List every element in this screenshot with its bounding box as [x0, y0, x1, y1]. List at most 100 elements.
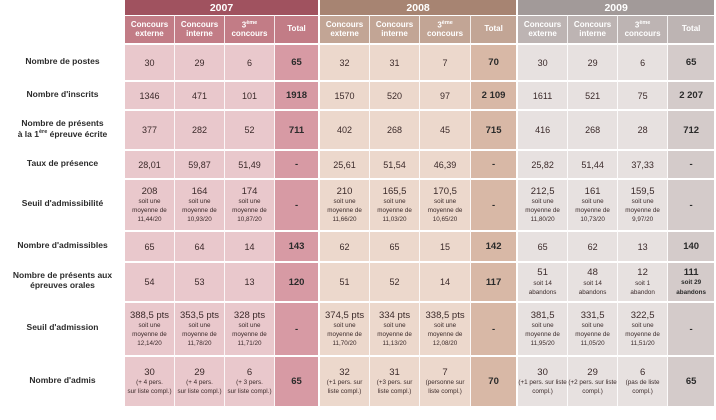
data-cell: 28: [618, 109, 669, 149]
total-cell: 142: [471, 230, 519, 261]
data-cell: 1570: [320, 80, 371, 109]
data-cell: 282: [175, 109, 225, 149]
total-cell: -: [668, 178, 716, 230]
data-cell: 62: [320, 230, 371, 261]
col-concours-externe-2007: Concours externe: [125, 15, 175, 43]
data-cell: 52: [370, 261, 421, 301]
data-cell: 165,5 soit une moyenne de 11,03/20: [370, 178, 421, 230]
total-cell: -: [668, 149, 716, 178]
data-cell: 1611: [518, 80, 569, 109]
col-total-2008: Total: [471, 15, 519, 43]
total-cell: -: [668, 301, 716, 355]
total-cell: 711: [275, 109, 321, 149]
data-cell: 29: [175, 43, 225, 80]
total-cell: 70: [471, 43, 519, 80]
data-cell: 30 (+1 pers. sur liste compl.): [518, 355, 569, 406]
data-cell: 53: [175, 261, 225, 301]
corner-cell: [0, 0, 125, 43]
data-cell: 31 (+3 pers. sur liste compl.): [370, 355, 421, 406]
col-troisieme-concours-2007: 3ème concours: [225, 15, 275, 43]
data-cell: 32 (+1 pers. sur liste compl.): [320, 355, 371, 406]
data-cell: 59,87: [175, 149, 225, 178]
data-cell: 51,44: [568, 149, 619, 178]
data-cell: 328 pts soit une moyenne de 11,71/20: [225, 301, 275, 355]
table-row: Nombre d'inscrits 1346 471 101 1918 1570 520 97…: [0, 80, 716, 109]
col-total-2009: Total: [668, 15, 716, 43]
total-cell: 1918: [275, 80, 321, 109]
total-cell: 111 soit 29 abandons: [668, 261, 716, 301]
table-row: Nombre de présents à la 1ère épreuve écri…: [0, 109, 716, 149]
data-cell: 45: [420, 109, 472, 149]
data-cell: 268: [568, 109, 619, 149]
data-cell: 51: [320, 261, 371, 301]
col-concours-externe-2009: Concours externe: [518, 15, 569, 43]
row-label: Taux de présence: [0, 149, 125, 178]
total-cell: 712: [668, 109, 716, 149]
data-cell: 161 soit une moyenne de 10,73/20: [568, 178, 619, 230]
data-cell: 210 soit une moyenne de 11,66/20: [320, 178, 371, 230]
total-cell: 715: [471, 109, 519, 149]
data-cell: 208 soit une moyenne de 11,44/20: [125, 178, 175, 230]
col-total-2007: Total: [275, 15, 321, 43]
data-cell: 14: [420, 261, 472, 301]
data-cell: 65: [518, 230, 569, 261]
data-cell: 51 soit 14 abandons: [518, 261, 569, 301]
data-cell: 51,49: [225, 149, 275, 178]
table-row: Seuil d'admissibilité 208 soit une moyenne …: [0, 178, 716, 230]
row-label: Nombre de présents à la 1ère épreuve écri…: [0, 109, 125, 149]
total-cell: -: [275, 301, 321, 355]
data-cell: 6: [225, 43, 275, 80]
total-cell: 65: [275, 355, 321, 406]
total-cell: 2 109: [471, 80, 519, 109]
data-cell: 164 soit une moyenne de 10,93/20: [175, 178, 225, 230]
data-cell: 30: [125, 43, 175, 80]
total-cell: -: [471, 301, 519, 355]
exam-statistics-table: 2007 2008 2009 Concours externe Concours …: [0, 0, 716, 406]
data-cell: 65: [125, 230, 175, 261]
data-cell: 521: [568, 80, 619, 109]
total-cell: -: [471, 178, 519, 230]
data-cell: 12 soit 1 abandon: [618, 261, 669, 301]
row-label: Nombre de présents aux épreuves orales: [0, 261, 125, 301]
year-header-2007: 2007: [125, 0, 321, 15]
data-cell: 471: [175, 80, 225, 109]
data-cell: 46,39: [420, 149, 472, 178]
data-cell: 520: [370, 80, 421, 109]
data-cell: 30: [518, 43, 569, 80]
data-cell: 29: [568, 43, 619, 80]
data-cell: 174 soit une moyenne de 10,87/20: [225, 178, 275, 230]
data-cell: 54: [125, 261, 175, 301]
data-cell: 159,5 soit une moyenne de 9,97/20: [618, 178, 669, 230]
data-cell: 1346: [125, 80, 175, 109]
data-cell: 388,5 pts soit une moyenne de 12,14/20: [125, 301, 175, 355]
data-cell: 7 (personne sur liste compl.): [420, 355, 472, 406]
data-cell: 381,5 soit une moyenne de 11,95/20: [518, 301, 569, 355]
col-troisieme-concours-2008: 3ème concours: [420, 15, 472, 43]
total-cell: 65: [668, 355, 716, 406]
data-cell: 13: [225, 261, 275, 301]
total-cell: 65: [275, 43, 321, 80]
data-cell: 7: [420, 43, 472, 80]
data-cell: 338,5 pts soit une moyenne de 12,08/20: [420, 301, 472, 355]
data-cell: 29 (+2 pers. sur liste compl.): [568, 355, 619, 406]
data-cell: 14: [225, 230, 275, 261]
row-label: Nombre d'admissibles: [0, 230, 125, 261]
data-cell: 377: [125, 109, 175, 149]
row-label: Nombre d'inscrits: [0, 80, 125, 109]
col-concours-interne-2009: Concours interne: [568, 15, 619, 43]
total-cell: 143: [275, 230, 321, 261]
table-row: Taux de présence 28,01 59,87 51,49-25,61 51,…: [0, 149, 716, 178]
total-cell: 65: [668, 43, 716, 80]
data-cell: 212,5 soit une moyenne de 11,80/20: [518, 178, 569, 230]
data-cell: 28,01: [125, 149, 175, 178]
year-header-2008: 2008: [320, 0, 519, 15]
data-cell: 52: [225, 109, 275, 149]
row-label: Nombre d'admis: [0, 355, 125, 406]
row-label: Seuil d'admission: [0, 301, 125, 355]
total-cell: 2 207: [668, 80, 716, 109]
col-concours-interne-2007: Concours interne: [175, 15, 225, 43]
data-cell: 402: [320, 109, 371, 149]
data-cell: 51,54: [370, 149, 421, 178]
data-cell: 75: [618, 80, 669, 109]
data-cell: 25,82: [518, 149, 569, 178]
